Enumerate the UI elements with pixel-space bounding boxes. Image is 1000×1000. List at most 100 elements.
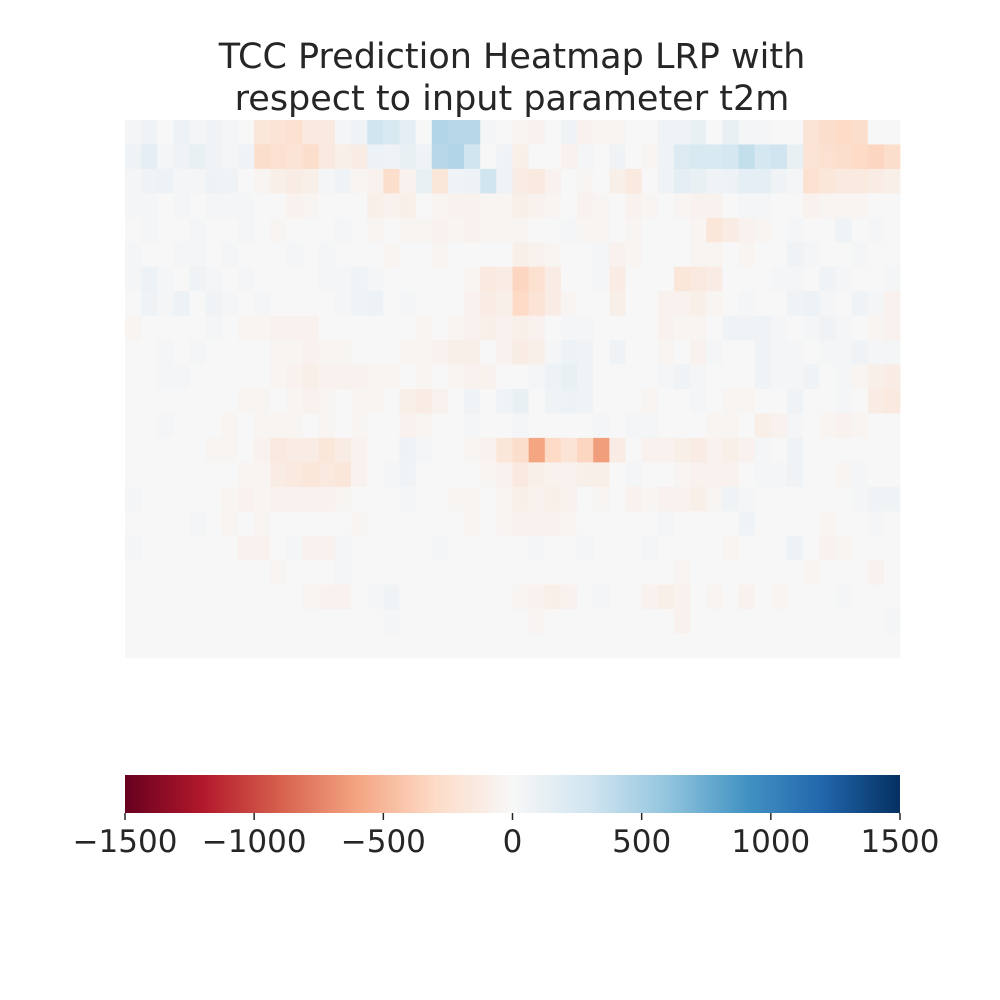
heatmap-cell — [706, 511, 723, 537]
heatmap-cell — [738, 584, 756, 610]
heatmap-cell — [851, 389, 869, 414]
heatmap-cell — [512, 144, 530, 170]
heatmap-cell — [706, 217, 723, 243]
heatmap-cell — [464, 315, 481, 341]
heatmap-cell — [738, 560, 756, 586]
heatmap-cell — [867, 364, 885, 390]
heatmap-cell — [722, 364, 739, 390]
heatmap-cell — [157, 584, 174, 610]
heatmap-cell — [173, 120, 190, 145]
heatmap-cell — [657, 535, 675, 561]
heatmap-cell — [851, 193, 869, 219]
heatmap-cell — [641, 291, 659, 317]
heatmap-cell — [609, 193, 626, 219]
heatmap-cell — [770, 364, 788, 390]
heatmap-cell — [496, 462, 513, 488]
heatmap-cell — [496, 340, 513, 365]
heatmap-cell — [657, 511, 675, 537]
heatmap-cell — [383, 242, 400, 268]
heatmap-cell — [157, 315, 174, 341]
heatmap-cell — [302, 462, 320, 488]
heatmap-cell — [528, 560, 546, 586]
colorbar-tick-label: 1000 — [731, 824, 810, 860]
heatmap-cell — [738, 535, 756, 561]
heatmap-cell — [706, 462, 723, 488]
heatmap-cell — [286, 291, 304, 317]
heatmap-cell — [286, 462, 304, 488]
heatmap-cell — [706, 437, 723, 463]
heatmap-cell — [415, 560, 433, 586]
heatmap-cell — [238, 389, 255, 414]
heatmap-cell — [593, 462, 610, 488]
heatmap-cell — [851, 437, 869, 463]
heatmap-cell — [221, 560, 239, 586]
heatmap-cell — [593, 340, 610, 365]
heatmap-cell — [205, 193, 223, 219]
heatmap-cell — [125, 193, 142, 219]
heatmap-cell — [205, 413, 223, 439]
heatmap-cell — [690, 535, 707, 561]
heatmap-cell — [738, 511, 756, 537]
heatmap-cell — [286, 340, 304, 365]
heatmap-cell — [883, 511, 901, 537]
heatmap-cell — [415, 266, 433, 292]
heatmap-cell — [609, 584, 626, 610]
heatmap-cell — [867, 437, 885, 463]
heatmap-cell — [786, 560, 804, 586]
heatmap-cell — [512, 560, 530, 586]
heatmap-cell — [125, 364, 142, 390]
heatmap-cell — [157, 535, 174, 561]
heatmap-cell — [399, 144, 417, 170]
heatmap-cell — [577, 389, 594, 414]
heatmap-cell — [625, 193, 643, 219]
heatmap-cell — [254, 413, 271, 439]
heatmap-cell — [544, 315, 562, 341]
heatmap-cell — [238, 120, 255, 145]
heatmap-cell — [851, 266, 869, 292]
heatmap-cell — [690, 340, 707, 365]
heatmap-cell — [157, 486, 174, 512]
heatmap-cell — [722, 560, 739, 586]
heatmap-cell — [754, 560, 772, 586]
heatmap-cell — [722, 144, 739, 170]
heatmap-cell — [141, 242, 158, 268]
heatmap-cell — [238, 217, 255, 243]
heatmap-cell — [690, 144, 707, 170]
heatmap-cell — [867, 511, 885, 537]
heatmap-cell — [173, 168, 190, 194]
heatmap-cell — [770, 560, 788, 586]
heatmap-cell — [819, 217, 836, 243]
heatmap-cell — [673, 413, 691, 439]
heatmap-cell — [431, 413, 449, 439]
heatmap-cell — [415, 217, 433, 243]
heatmap-cell — [803, 144, 820, 170]
heatmap-cell — [157, 242, 174, 268]
heatmap-cell — [625, 389, 643, 414]
heatmap-cell — [851, 609, 869, 634]
heatmap-cell — [577, 242, 594, 268]
heatmap-cell — [690, 413, 707, 439]
heatmap-cell — [141, 584, 158, 610]
heatmap-cell — [722, 120, 739, 145]
heatmap-cell — [431, 120, 449, 145]
heatmap-cell — [754, 437, 772, 463]
heatmap-cell — [690, 584, 707, 610]
heatmap-cell — [883, 389, 901, 414]
heatmap-cell — [625, 486, 643, 512]
heatmap-cell — [803, 217, 820, 243]
heatmap-cell — [383, 291, 400, 317]
heatmap-cell — [754, 584, 772, 610]
heatmap-cell — [641, 193, 659, 219]
heatmap-cell — [286, 560, 304, 586]
heatmap-cell — [447, 266, 465, 292]
heatmap-cell — [835, 193, 852, 219]
heatmap-cell — [883, 535, 901, 561]
heatmap-cell — [593, 120, 610, 145]
heatmap-cell — [431, 168, 449, 194]
heatmap-cell — [383, 217, 400, 243]
heatmap-cell — [270, 462, 287, 488]
heatmap-cell — [173, 609, 190, 634]
heatmap-cell — [673, 144, 691, 170]
heatmap-cell — [383, 609, 400, 634]
heatmap-cell — [238, 437, 255, 463]
